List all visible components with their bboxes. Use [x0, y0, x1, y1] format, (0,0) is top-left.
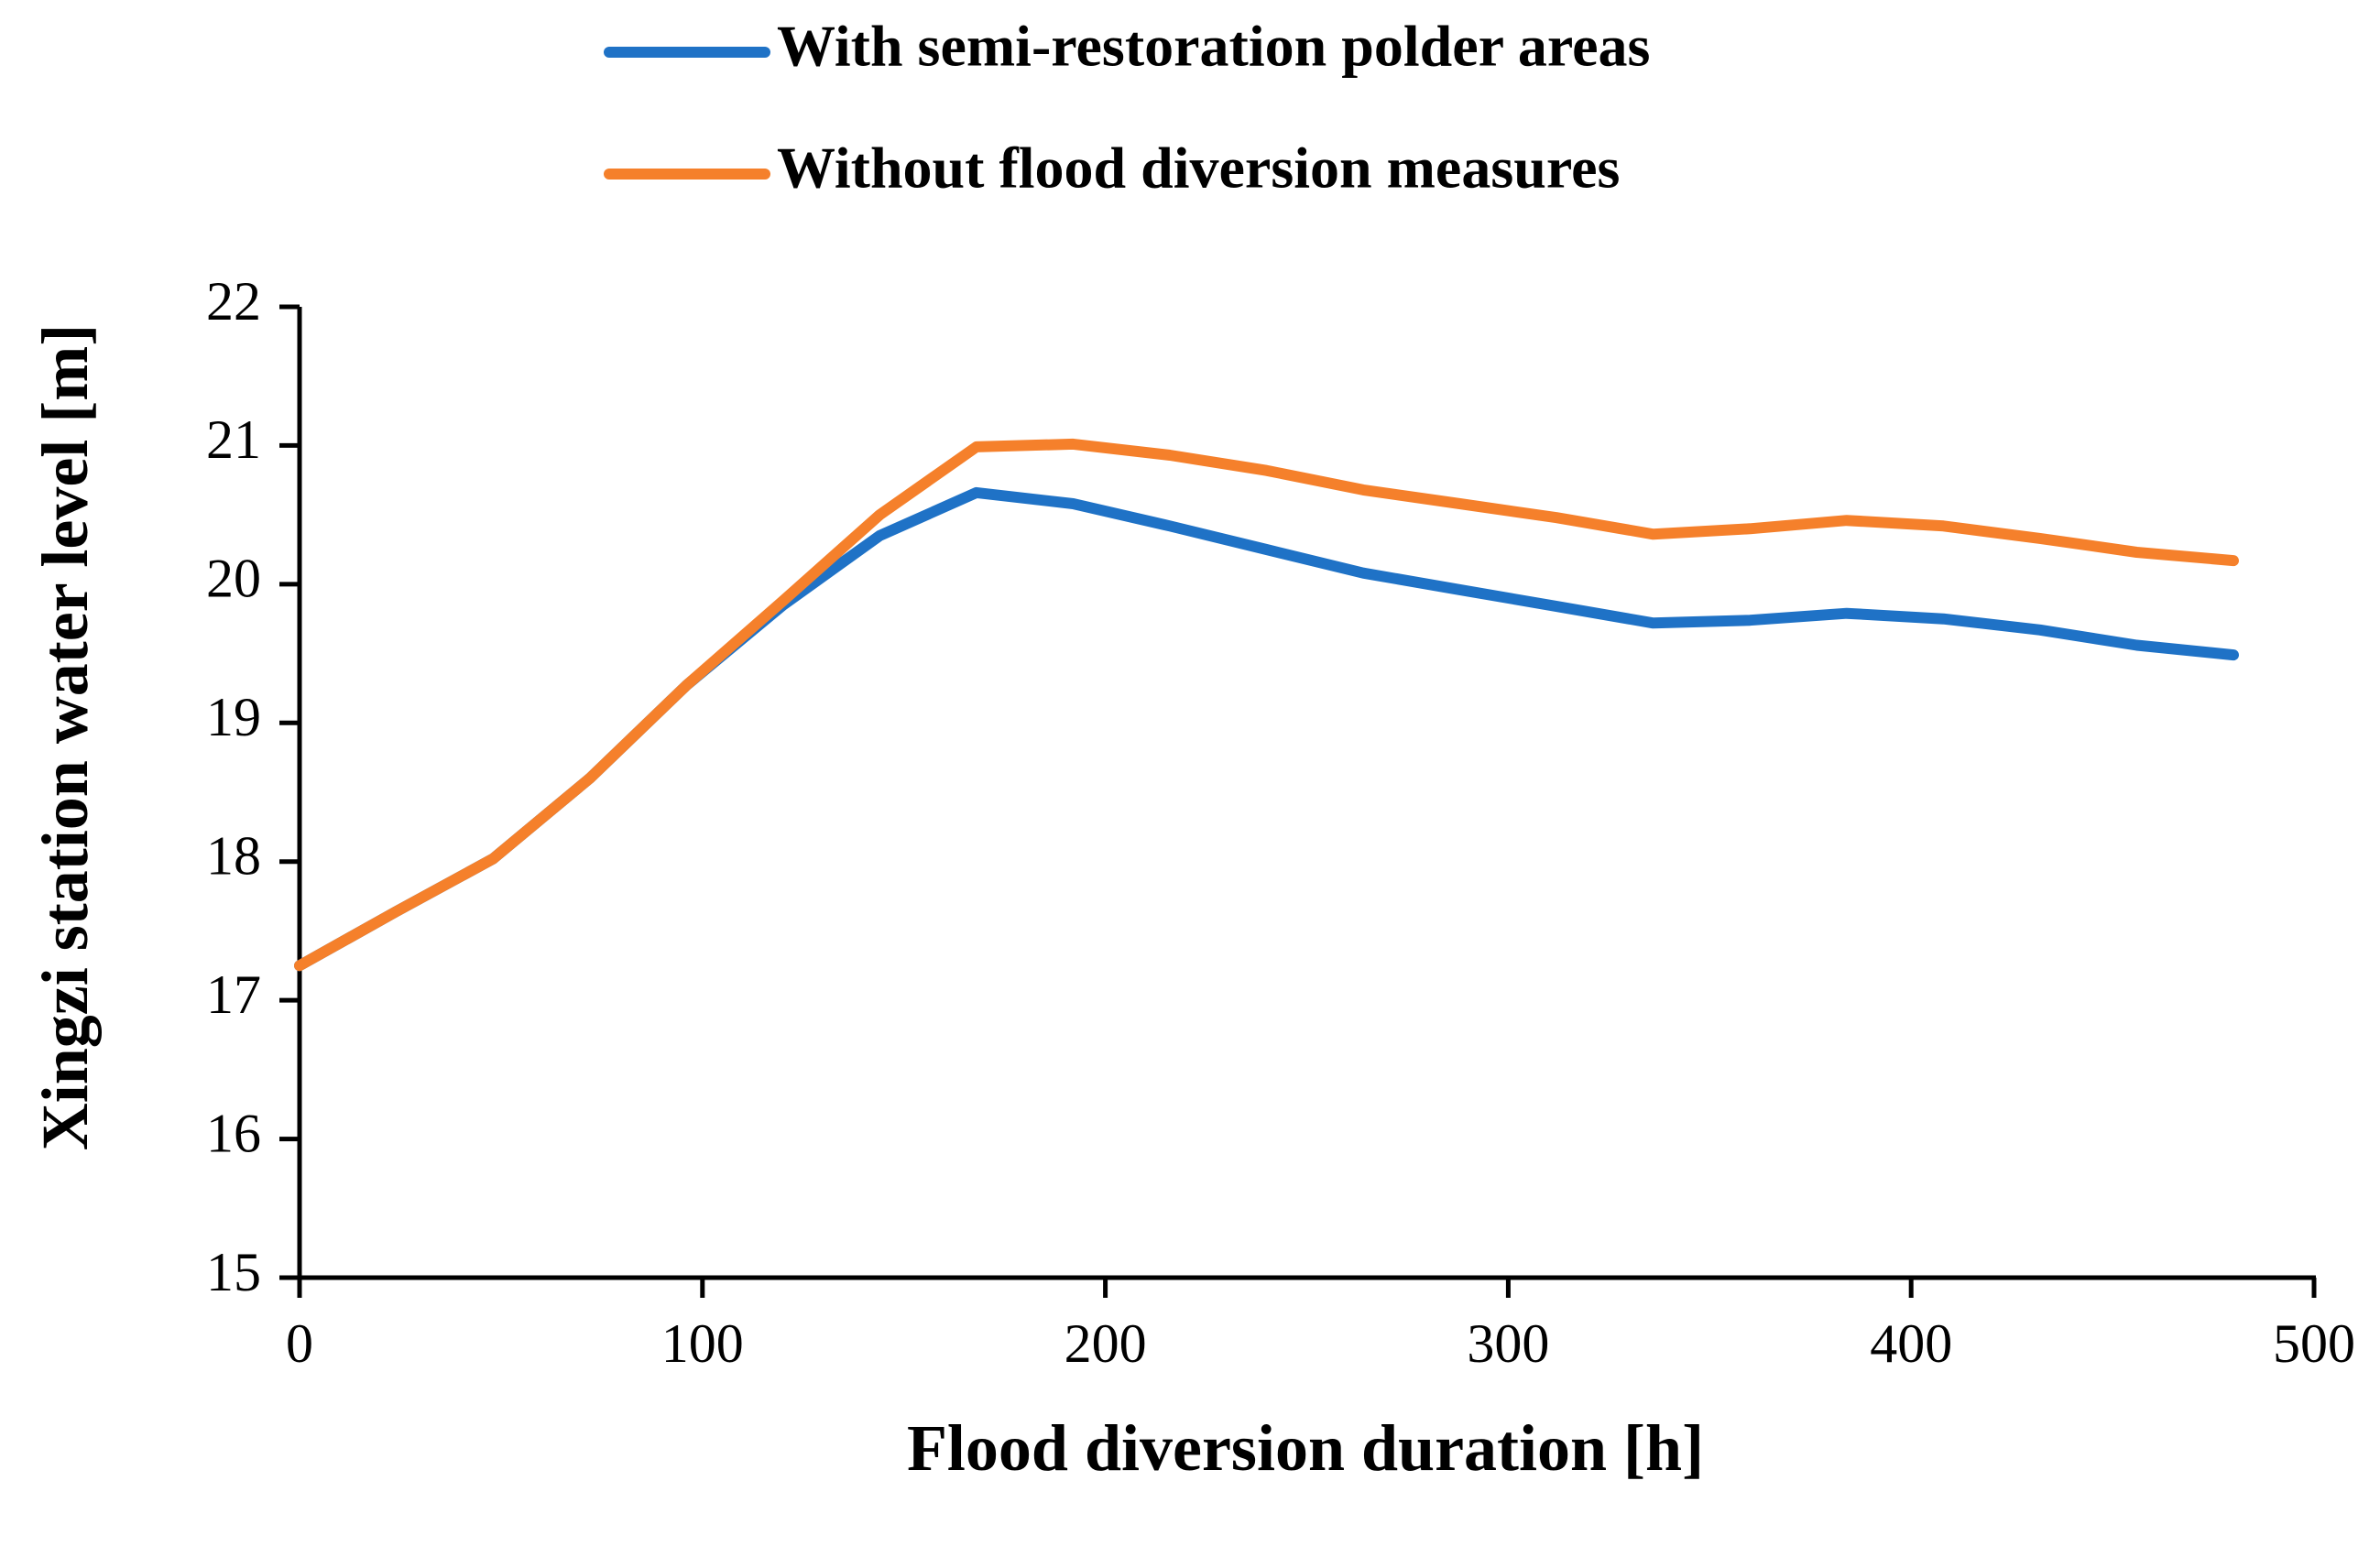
legend-label-semi-restoration: With semi-restoration polder areas: [777, 14, 1650, 79]
y-tick-label: 16: [206, 1103, 261, 1163]
series-line-semi-restoration: [294, 486, 2239, 972]
legend: With semi-restoration polder areas Witho…: [604, 14, 1650, 201]
x-tick-label: 100: [661, 1313, 744, 1374]
x-tick-label: 300: [1467, 1313, 1549, 1374]
series-line-without-measures: [294, 438, 2239, 972]
y-tick-label: 20: [206, 549, 261, 609]
y-tick-label: 18: [206, 825, 261, 886]
x-tick-label: 200: [1064, 1313, 1147, 1374]
y-tick-label: 19: [206, 687, 261, 747]
series-layer: [294, 438, 2239, 972]
x-axis-title: Flood diversion duration [h]: [907, 1411, 1704, 1485]
legend-label-without-measures: Without flood diversion measures: [777, 136, 1620, 201]
y-tick-label: 15: [206, 1242, 261, 1302]
y-tick-label: 21: [206, 409, 261, 470]
axes: 15 16 17 18 19 20 21 22 0 100 200 300 400 500: [206, 271, 2355, 1374]
x-tick-label: 400: [1870, 1313, 1952, 1374]
y-tick-label: 17: [206, 964, 261, 1025]
x-tick-label: 0: [286, 1313, 313, 1374]
x-tick-label: 500: [2273, 1313, 2355, 1374]
y-axis-title: Xingzi station water level [m]: [28, 324, 102, 1150]
y-tick-label: 22: [206, 271, 261, 332]
